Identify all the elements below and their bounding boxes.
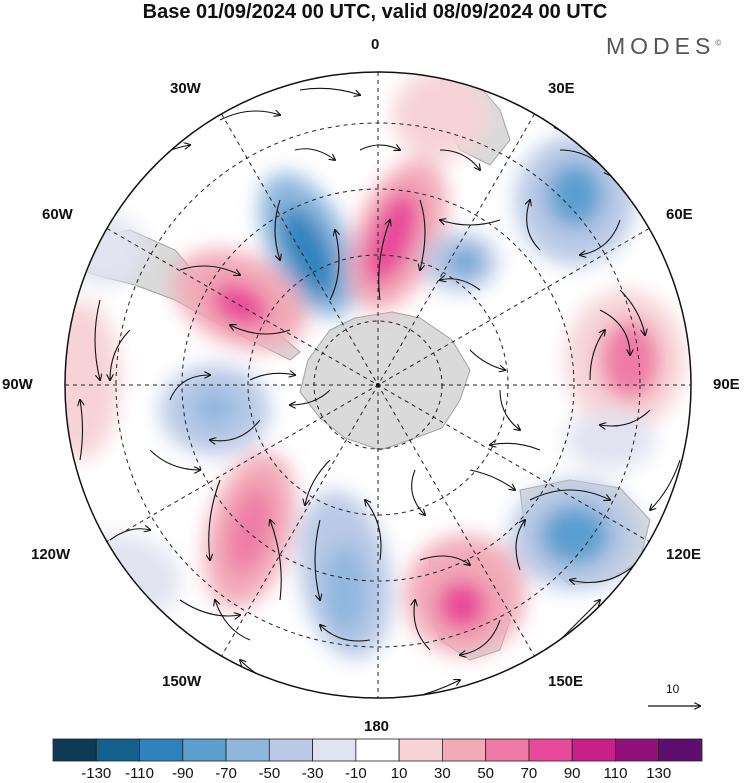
reference-vector-label: 10	[666, 682, 680, 696]
colorbar-swatch	[571, 738, 616, 762]
colorbar-tick-label: 50	[477, 765, 494, 782]
lon-label-90w: 90W	[2, 376, 33, 393]
colorbar-swatch	[485, 738, 530, 762]
colorbar-tick-label: 70	[520, 765, 538, 782]
colorbar-swatch	[615, 738, 660, 762]
colorbar-swatch	[355, 738, 400, 762]
brand-name: MODES	[606, 33, 716, 59]
colorbar-swatch	[225, 738, 270, 762]
colorbar-tick-label: 130	[646, 765, 672, 782]
lon-label-60w: 60W	[42, 206, 73, 223]
colorbar-swatch	[182, 738, 227, 762]
colorbar-tick-label: -110	[125, 765, 154, 782]
colorbar-swatch	[441, 738, 487, 762]
lon-label-180: 180	[364, 718, 390, 735]
lon-label-0: 0	[371, 36, 380, 53]
colorbar-tick-label: 30	[434, 765, 451, 782]
colorbar-swatch	[528, 738, 573, 762]
colorbar-swatch	[52, 738, 97, 762]
colorbar-tick-label: 110	[603, 765, 628, 782]
lon-label-120w: 120W	[31, 546, 71, 563]
colorbar-tick-label: -50	[258, 765, 281, 782]
colorbar-tick-label: -130	[81, 765, 112, 782]
colorbar-tick-label: -90	[171, 765, 194, 782]
brand-mark: ©	[715, 38, 722, 48]
lon-label-30e: 30E	[548, 80, 575, 97]
colorbar-swatch	[312, 738, 357, 762]
colorbar-tick-label: -10	[345, 765, 367, 782]
colorbar-swatch	[268, 738, 314, 762]
colorbar-tick-label: -30	[301, 765, 324, 782]
colorbar-tick-label: -70	[215, 765, 237, 782]
map-title: Base 01/09/2024 00 UTC, valid 08/09/2024…	[142, 1, 608, 23]
lon-label-60e: 60E	[666, 206, 693, 223]
lon-label-150e: 150E	[548, 673, 584, 690]
colorbar-tick-label: 10	[390, 765, 408, 782]
colorbar-swatch	[658, 738, 703, 762]
lon-label-150w: 150W	[162, 673, 202, 690]
colorbar-swatch	[139, 738, 184, 762]
colorbar-tick-label: 90	[563, 765, 581, 782]
colorbar-swatch	[95, 738, 140, 762]
colorbar-swatch	[398, 738, 443, 762]
lon-label-90e: 90E	[713, 376, 740, 393]
pole-marker	[376, 383, 380, 387]
lon-label-30w: 30W	[170, 80, 201, 97]
brand-logo: MODES©	[606, 33, 721, 60]
map-boundary	[64, 71, 692, 699]
lon-label-120e: 120E	[666, 546, 702, 563]
colorbar	[52, 738, 703, 762]
